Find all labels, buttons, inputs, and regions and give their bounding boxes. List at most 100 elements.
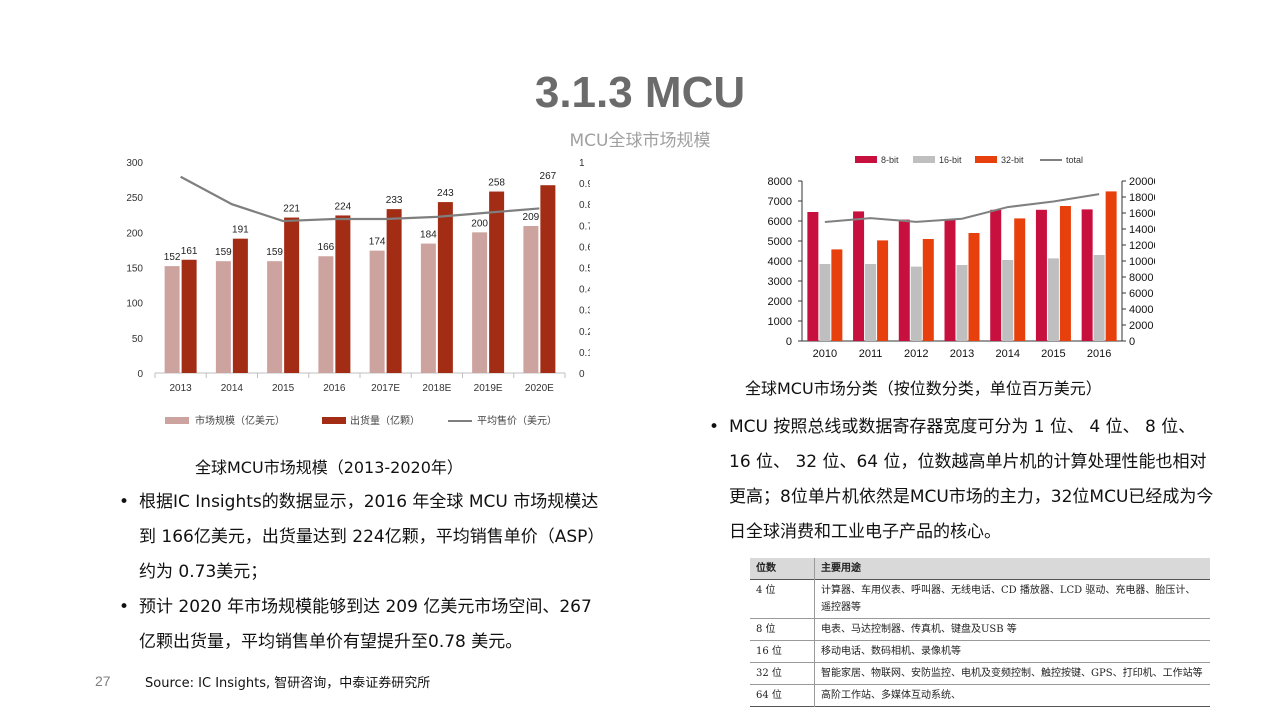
table-cell: 移动电话、数码相机、录像机等 [821, 646, 961, 657]
x-tick-label: 2017E [371, 383, 400, 394]
y2-tick-label: 14000 [1129, 224, 1155, 236]
x-tick-label: 2018E [422, 383, 451, 394]
y2-tick-label: 10000 [1129, 256, 1155, 268]
table-row: 16 位 移动电话、数码相机、录像机等 [750, 640, 1210, 663]
bar-8-bit [944, 219, 956, 341]
x-tick-label: 2012 [904, 348, 928, 360]
data-label: 152 [164, 252, 181, 263]
bar-shipments [335, 215, 351, 373]
asp-line [180, 175, 540, 223]
bar-market-size [369, 250, 385, 373]
bar-shipments [386, 209, 402, 373]
bullet-item: 根据IC Insights的数据显示，2016 年全球 MCU 市场规模达到 1… [115, 485, 610, 590]
page-title: 3.1.3 MCU [534, 68, 746, 117]
y-tick-label: 150 [126, 264, 143, 275]
data-label: 191 [232, 225, 249, 236]
legend-label: total [1066, 155, 1083, 165]
bar-shipments [437, 202, 453, 373]
y-tick-label: 0 [137, 369, 143, 380]
page-subtitle: MCU全球市场规模 [569, 131, 711, 151]
y2-tick-label: 0.5 [579, 264, 590, 275]
bar-32-bit [1059, 206, 1071, 341]
bar-16-bit [1093, 255, 1105, 341]
bar-shipments [284, 217, 300, 373]
bar-32-bit [968, 233, 980, 341]
bar-32-bit [1105, 191, 1117, 341]
table-header-row: 位数 主要用途 [750, 558, 1210, 580]
y-tick-label: 5000 [768, 236, 792, 248]
y2-tick-label: 1 [579, 158, 585, 169]
table-cell: 高阶工作站、多媒体互动系统、 [821, 690, 961, 701]
y-tick-label: 50 [132, 334, 144, 345]
bar-16-bit [1047, 258, 1059, 341]
left-bullet-list: 根据IC Insights的数据显示，2016 年全球 MCU 市场规模达到 1… [115, 485, 610, 660]
legend-swatch [975, 156, 997, 163]
y-tick-label: 6000 [768, 216, 792, 228]
table-cell: 8 位 [750, 618, 815, 641]
table-cell: 4 位 [750, 579, 815, 619]
y-tick-label: 200 [126, 228, 143, 239]
table-cell: 32 位 [750, 662, 815, 685]
table-row: 32 位 智能家居、物联网、安防监控、电机及变频控制、触控按键、GPS、打印机、… [750, 662, 1210, 685]
x-tick-label: 2013 [950, 348, 974, 360]
data-label: 243 [437, 188, 454, 199]
bar-market-size [523, 226, 539, 373]
table-row: 4 位 计算器、车用仪表、呼叫器、无线电话、CD 播放器、LCD 驱动、充电器、… [750, 579, 1210, 619]
table-cell: 计算器、车用仪表、呼叫器、无线电话、CD 播放器、LCD 驱动、充电器、胎压计、… [821, 585, 1196, 613]
bar-32-bit [831, 249, 843, 341]
bar-8-bit [990, 209, 1002, 341]
bar-shipments [232, 238, 248, 373]
data-label: 233 [386, 195, 403, 206]
x-tick-label: 2011 [859, 348, 883, 360]
bar-16-bit [910, 266, 922, 341]
bar-32-bit [922, 239, 934, 341]
left-chart-caption: 全球MCU市场规模（2013-2020年） [195, 458, 463, 477]
data-label: 166 [318, 242, 335, 253]
data-label: 258 [488, 178, 505, 189]
bar-shipments [489, 191, 505, 373]
legend-swatch [855, 156, 877, 163]
bar-8-bit [898, 219, 910, 341]
legend-label: 8-bit [881, 155, 899, 165]
y2-tick-label: 0 [579, 369, 585, 380]
y2-tick-label: 0.9 [579, 179, 590, 190]
y2-tick-label: 18000 [1129, 192, 1155, 204]
table-cell: 64 位 [750, 684, 815, 707]
x-tick-label: 2020E [525, 383, 554, 394]
x-tick-label: 2016 [1087, 348, 1111, 360]
y-tick-label: 100 [126, 299, 143, 310]
y2-tick-label: 0.3 [579, 306, 590, 317]
bar-market-size [164, 266, 180, 373]
source-note: Source: IC Insights, 智研咨询，中泰证券研究所 [145, 676, 431, 691]
y2-tick-label: 12000 [1129, 240, 1155, 252]
bullet-item: 预计 2020 年市场规模能够到达 209 亿美元市场空间、267 亿颗出货量，… [115, 590, 610, 660]
bar-16-bit [1002, 260, 1014, 341]
data-label: 221 [283, 204, 300, 215]
bar-market-size [318, 256, 334, 373]
page-number: 27 [95, 673, 111, 689]
y-tick-label: 1000 [768, 316, 792, 328]
bar-16-bit [956, 265, 968, 341]
y-tick-label: 250 [126, 193, 143, 204]
bar-8-bit [1081, 209, 1093, 341]
right-bullet-list: MCU 按照总线或数据寄存器宽度可分为 1 位、 4 位、 8 位、 16 位、… [705, 410, 1220, 550]
x-tick-label: 2014 [221, 383, 244, 394]
x-tick-label: 2013 [170, 383, 193, 394]
y2-tick-label: 0.2 [579, 327, 590, 338]
mcu-market-size-chart: 0 50 100 150 200 250 300 0 0.1 0.2 0.3 0.4 0.5 0.6 0.7… [126, 158, 590, 427]
bar-market-size [215, 261, 231, 373]
y-tick-label: 2000 [768, 296, 792, 308]
y2-tick-label: 6000 [1129, 288, 1153, 300]
legend-label: 市场规模（亿美元） [195, 414, 285, 427]
mcu-usage-table: 位数 主要用途 4 位 计算器、车用仪表、呼叫器、无线电话、CD 播放器、LCD… [750, 558, 1210, 707]
total-line [824, 193, 1100, 223]
legend-swatch [165, 417, 189, 424]
y-tick-label: 4000 [768, 256, 792, 268]
y2-tick-label: 0.6 [579, 242, 590, 253]
data-label: 184 [420, 230, 437, 241]
table-header-cell: 主要用途 [821, 563, 861, 574]
bar-shipments [181, 259, 197, 373]
data-label: 174 [369, 237, 386, 248]
x-tick-label: 2019E [474, 383, 503, 394]
y-tick-label: 0 [786, 336, 792, 348]
